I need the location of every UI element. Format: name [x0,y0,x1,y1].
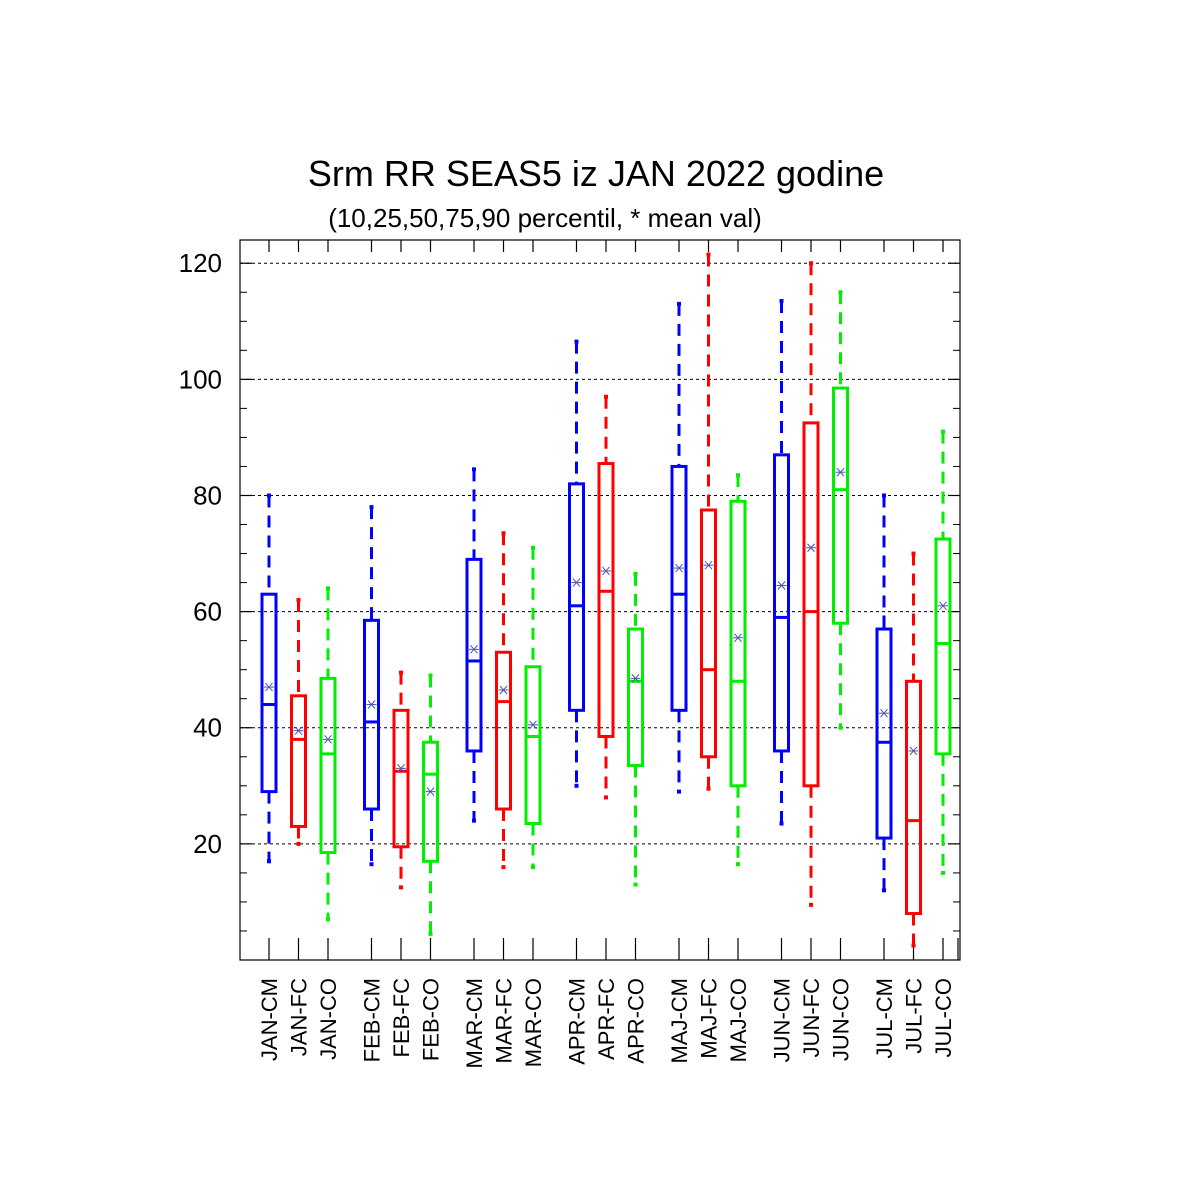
x-category-label: MAR-FC [492,978,517,1064]
mean-marker [909,746,918,756]
mean-marker [324,735,332,744]
mean-marker [294,726,303,735]
x-category-label: MAJ-CO [726,978,751,1062]
box-iqr [363,618,380,811]
mean-marker [704,560,713,570]
box-apr-fc [597,394,615,800]
box-iqr [875,627,893,840]
x-category-label: JAN-CM [257,978,282,1061]
mean-marker [631,674,640,683]
box-apr-co [627,571,644,887]
boxes [260,252,952,948]
x-category-label: FEB-CO [419,978,444,1061]
chart-title: Srm RR SEAS5 iz JAN 2022 godine [308,153,884,194]
box-iqr [319,676,337,855]
mean-marker [265,682,273,692]
box-iqr [802,421,820,788]
box-iqr [832,386,849,625]
box-apr-cm [568,339,585,788]
box-jun-co [832,290,849,730]
box-jan-cm [260,493,278,864]
y-tick-label: 40 [193,713,222,743]
box-mar-cm [465,467,483,823]
box-iqr [905,679,922,916]
mean-marker [734,633,742,643]
box-iqr [670,464,688,712]
box-jul-co [934,429,952,875]
y-tick-label: 20 [193,829,222,859]
x-category-label: JUN-FC [799,978,824,1058]
box-maj-fc [700,252,717,791]
box-iqr [568,482,585,712]
y-tick-label: 120 [179,248,222,278]
y-tick-label: 100 [179,364,222,394]
x-category-label: APR-CM [565,978,590,1065]
x-category-label: FEB-CM [360,978,385,1062]
mean-marker [836,467,845,477]
box-iqr [290,694,307,828]
box-iqr [422,740,439,863]
box-jul-cm [875,493,893,893]
x-category-label: JUL-CM [872,978,897,1059]
x-category-label: APR-FC [594,978,619,1060]
x-category-label: JUN-CO [829,978,854,1061]
box-iqr [260,592,278,794]
x-category-label: JUN-CM [770,978,795,1062]
x-category-label: JAN-CO [316,978,341,1060]
box-iqr [597,462,615,738]
mean-marker [367,700,376,709]
box-maj-cm [670,301,688,794]
box-iqr [495,650,512,811]
box-feb-fc [392,670,410,890]
box-mar-co [524,545,542,870]
mean-marker [426,787,435,796]
box-jun-fc [802,261,820,907]
mean-marker [572,578,581,587]
mean-marker [397,764,405,773]
x-category-label: JAN-FC [287,978,312,1056]
mean-marker [602,566,610,576]
box-iqr [524,665,542,826]
x-category-label: APR-CO [624,978,649,1064]
mean-marker [499,685,508,695]
y-tick-label: 60 [193,597,222,627]
x-category-label: JUL-FC [902,978,927,1054]
box-iqr [465,557,483,753]
box-jun-cm [773,298,790,826]
chart-subtitle: (10,25,50,75,90 percentil, * mean val) [328,203,762,233]
plot-frame [239,239,961,961]
x-category-label: JUL-CO [931,978,956,1057]
box-feb-cm [363,505,380,867]
box-jan-fc [290,598,307,846]
mean-marker [675,563,683,573]
box-iqr [392,708,410,849]
x-category-label: MAJ-FC [697,978,722,1059]
mean-marker [880,708,888,718]
box-iqr [700,508,717,759]
x-category-label: FEB-FC [389,978,414,1058]
mean-marker [529,720,537,730]
box-iqr [773,453,790,753]
box-iqr [729,499,747,788]
box-feb-co [422,673,439,936]
box-maj-co [729,473,747,867]
mean-marker [939,601,947,611]
mean-marker [470,645,478,654]
box-jul-fc [905,551,922,948]
mean-marker [777,581,786,590]
box-iqr [934,537,952,756]
box-iqr [627,627,644,767]
box-jan-co [319,586,337,922]
y-tick-label: 80 [193,480,222,510]
box-mar-fc [495,531,512,870]
mean-marker [807,543,815,553]
x-category-label: MAR-CM [462,978,487,1068]
x-category-label: MAJ-CM [667,978,692,1064]
x-category-label: MAR-CO [521,978,546,1067]
